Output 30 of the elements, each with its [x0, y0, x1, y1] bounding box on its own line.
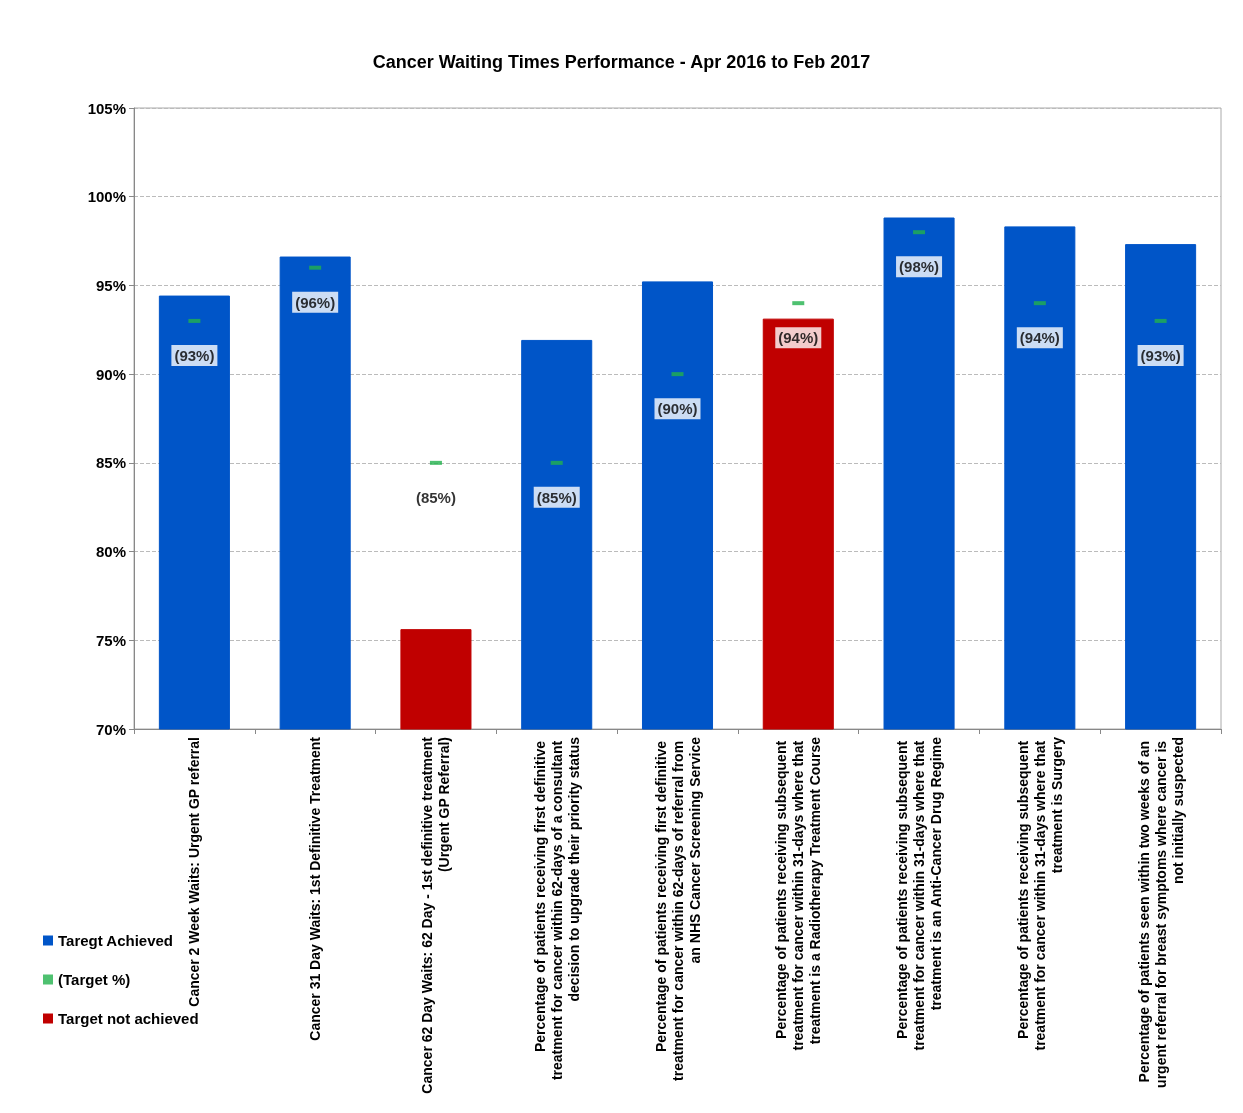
x-tick-label: Cancer 31 Day Waits: 1st Definitive Treatment [307, 736, 324, 1041]
x-tick-label: Percentage of patients receiving subsequent treatment for cancer within 31-days where that treatment is an Anti-Cancer Drug Regime [894, 736, 945, 1051]
y-tick-label: 105% [87, 99, 126, 117]
y-tick-label: 75% [95, 631, 126, 649]
legend-label: (Target %) [58, 971, 131, 988]
x-tick-label: Percentage of patients seen within two weeks of an urgent referral for breast symptoms where cancer is not initially suspected [1135, 737, 1186, 1088]
x-tick-label: Percentage of patients receiving subsequent treatment for cancer within 31-days where that treatment is Surgery [1014, 736, 1065, 1051]
legend-label: Target not achieved [58, 1010, 199, 1027]
x-tick-label: Percentage of patients receiving first definitive treatment for cancer within 62-days of a consultant decision to upgrade their priority status [531, 736, 582, 1081]
y-tick-label: 95% [95, 276, 126, 294]
data-label: (90%) [657, 400, 698, 418]
x-tick-label: Cancer 62 Day Waits: 62 Day - 1st definitive treatment (Urgent GP Referral) [419, 736, 453, 1094]
data-label: (93%) [174, 346, 215, 364]
y-tick-label: 80% [95, 543, 126, 561]
x-tick-label: Percentage of patients receiving subsequent treatment for cancer within 31-days where that treatment is a Radiotherapy Treatment Course [773, 736, 824, 1051]
legend-label: Taregt Achieved [58, 932, 174, 949]
data-label: (94%) [1019, 329, 1060, 347]
data-label: (94%) [778, 329, 819, 347]
x-tick-label: Cancer 2 Week Waits: Urgent GP referral [186, 737, 203, 1007]
y-tick-label: 85% [95, 454, 126, 472]
chart-title: Cancer Waiting Times Performance - Apr 2016 to Feb 2017 [372, 52, 871, 72]
data-label: (93%) [1140, 346, 1181, 364]
data-label: (85%) [415, 488, 456, 506]
data-label: (96%) [295, 293, 336, 311]
data-label: (85%) [536, 488, 577, 506]
y-tick-label: 100% [87, 188, 126, 206]
x-tick-label: Percentage of patients receiving first definitive treatment for cancer within 62-days of referral from an NHS Cancer Screening Service [652, 736, 703, 1081]
y-tick-label: 70% [95, 720, 126, 738]
data-label: (98%) [899, 258, 940, 276]
y-tick-label: 90% [95, 365, 126, 383]
